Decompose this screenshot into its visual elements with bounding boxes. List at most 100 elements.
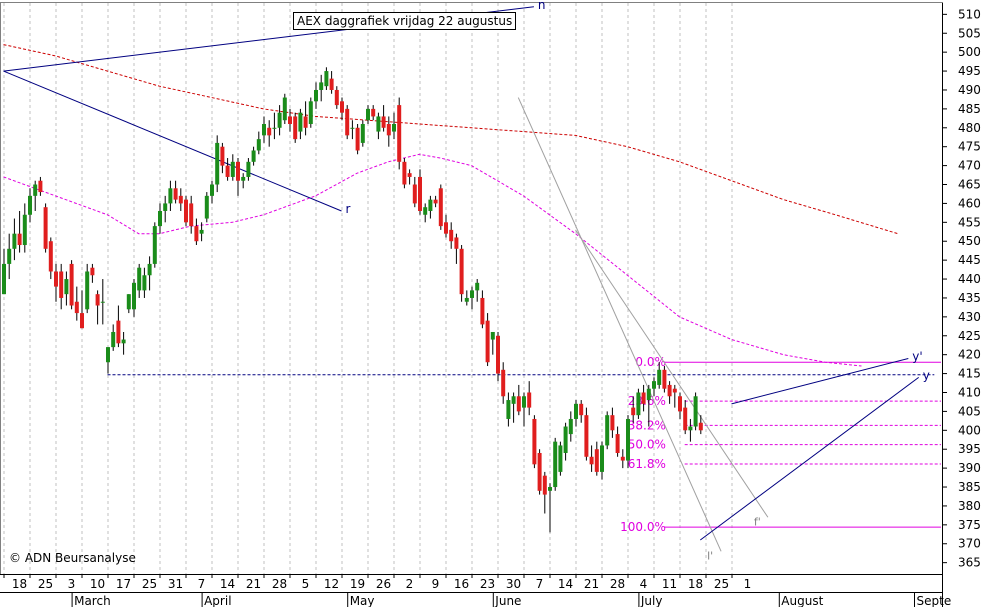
candle <box>345 105 350 140</box>
x-tick-label: 1 <box>744 577 752 591</box>
x-tick-label: 4 <box>640 577 648 591</box>
candle <box>652 377 656 397</box>
candle <box>615 426 620 457</box>
y-tick-label: 430 <box>958 310 981 324</box>
moving-average-short <box>3 153 862 367</box>
trendline <box>3 70 342 212</box>
x-tick-label: 16 <box>454 577 469 591</box>
candle-body-down <box>90 267 95 276</box>
candle <box>95 290 100 325</box>
candle-body-up <box>277 112 282 128</box>
candle-body-down <box>80 313 84 329</box>
candle-body-down <box>43 207 48 249</box>
candle <box>480 290 485 329</box>
candle-body-up <box>626 418 630 461</box>
candle-body-up <box>506 400 511 419</box>
candle-body-down <box>527 392 532 408</box>
candle <box>464 290 469 306</box>
candle-body-down <box>220 146 225 166</box>
candle <box>282 93 287 125</box>
candle <box>7 233 12 280</box>
candle <box>33 180 38 211</box>
candle-body-down <box>402 161 407 185</box>
candle <box>12 218 17 261</box>
x-tick-label: 17 <box>116 577 131 591</box>
channel-label: f' <box>754 515 761 528</box>
candle <box>381 105 386 132</box>
candle-body-down <box>303 116 308 128</box>
candle <box>100 279 105 325</box>
candle-body-up <box>126 294 131 310</box>
y-tick-label: 495 <box>958 64 981 78</box>
candle <box>386 116 391 147</box>
candle <box>236 158 240 196</box>
candle <box>298 108 303 140</box>
candle <box>85 263 90 314</box>
candle-body-down <box>433 199 438 204</box>
candle-body-down <box>496 335 500 374</box>
trendline-label: y <box>923 368 930 382</box>
candle <box>657 362 662 389</box>
candle <box>667 381 672 404</box>
candle-body-up <box>215 142 220 185</box>
candle-body-down <box>17 233 22 246</box>
y-tick-label: 490 <box>958 83 981 97</box>
candle-body-up <box>423 207 428 215</box>
candle-body-up <box>319 82 324 90</box>
y-tick-label: 385 <box>958 480 981 494</box>
candle-body-down <box>480 297 485 325</box>
candle-body-down <box>485 320 490 363</box>
candle <box>178 188 183 211</box>
candle-body-up <box>28 195 32 215</box>
candle-body-up <box>163 203 168 211</box>
candle-body-up <box>100 301 105 303</box>
moving-average-long <box>3 44 899 235</box>
candle <box>470 286 474 310</box>
candle-body-up <box>121 339 126 344</box>
month-label: July <box>640 594 663 607</box>
candle <box>189 195 194 234</box>
candle-body-down <box>454 237 459 249</box>
candle <box>579 400 584 423</box>
candle <box>371 105 376 121</box>
candle-body-up <box>64 279 69 295</box>
candle <box>28 188 32 223</box>
candle <box>319 74 324 102</box>
candle <box>594 441 599 476</box>
candle-body-up <box>147 263 152 276</box>
candle <box>230 154 235 181</box>
x-tick-label: 21 <box>246 577 261 591</box>
candle <box>636 388 641 419</box>
candle <box>563 422 568 461</box>
x-tick-label: 12 <box>324 577 339 591</box>
candle-body-down <box>173 188 178 200</box>
x-tick-label: 18 <box>12 577 27 591</box>
candle-body-up <box>548 487 552 491</box>
candle-body-down <box>449 229 454 242</box>
candle <box>444 214 448 238</box>
chart-credit: © ADN Beursanalyse <box>9 551 136 565</box>
candle-body-up <box>168 188 173 204</box>
candle <box>392 112 396 140</box>
candle <box>116 305 121 348</box>
candle-body-up <box>12 233 17 249</box>
candle-body-up <box>470 290 474 298</box>
candle <box>324 67 329 90</box>
candle <box>433 195 438 208</box>
candle <box>568 411 573 442</box>
candle-body-down <box>329 78 334 90</box>
candle <box>438 184 443 230</box>
x-tick-label: 31 <box>168 577 183 591</box>
candle <box>80 290 84 329</box>
candle <box>418 169 422 215</box>
candle-body-down <box>95 294 100 306</box>
candle <box>522 392 526 427</box>
candle <box>672 384 677 408</box>
candle-body-down <box>438 188 443 227</box>
candle-body-up <box>298 112 303 132</box>
candle <box>366 105 370 125</box>
candle <box>334 86 339 109</box>
candle <box>194 218 199 246</box>
candle-body-down <box>48 241 53 272</box>
candle <box>293 112 298 143</box>
